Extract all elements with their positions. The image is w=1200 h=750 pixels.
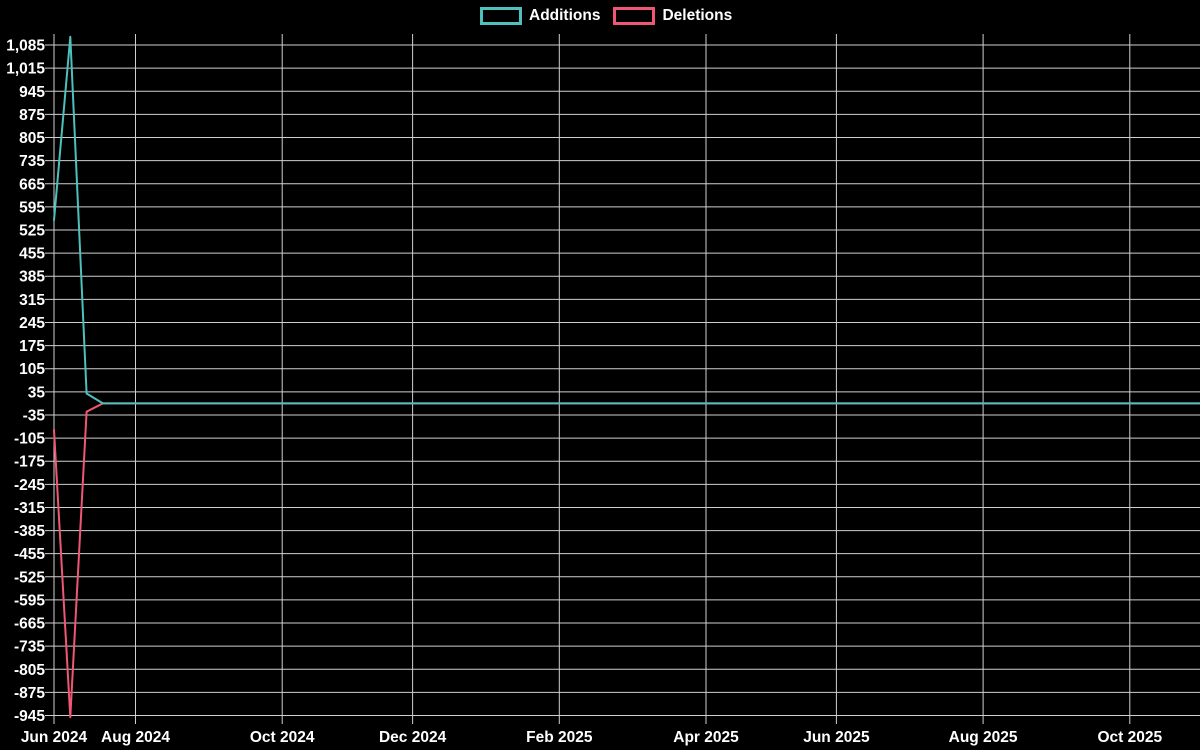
additions-line: [53, 35, 1200, 405]
y-axis-tick-label: 455: [19, 246, 45, 263]
y-axis-tick-label: -315: [14, 500, 45, 517]
legend-label-additions: Additions: [529, 7, 601, 24]
deletions-swatch-icon: [613, 7, 656, 25]
y-axis-tick-label: 385: [19, 269, 45, 286]
y-axis-tick-label: 805: [19, 130, 45, 147]
y-axis-tick-label: -595: [14, 592, 45, 609]
y-axis-tick-label: -175: [14, 454, 45, 471]
y-axis-tick-label: -245: [14, 477, 45, 494]
x-axis-tick-label: Oct 2024: [250, 729, 315, 746]
y-axis-tick-label: -805: [14, 662, 45, 679]
x-axis-tick-label: Oct 2025: [1097, 729, 1162, 746]
x-axis-tick-label: Jun 2025: [803, 729, 870, 746]
legend-item-deletions[interactable]: Deletions: [613, 7, 732, 25]
y-axis-tick-label: -455: [14, 546, 45, 563]
x-axis-tick-label: Dec 2024: [379, 729, 447, 746]
additions-swatch-icon: [480, 7, 522, 25]
y-axis-tick-label: 175: [19, 338, 45, 355]
legend-item-additions[interactable]: Additions: [480, 7, 600, 25]
x-axis-tick-label: Apr 2025: [673, 729, 739, 746]
x-axis-tick-label: Aug 2025: [949, 729, 1018, 746]
x-axis-tick-label: Aug 2024: [101, 729, 170, 746]
y-axis-tick-label: 315: [19, 292, 45, 309]
y-axis-tick-label: 665: [19, 176, 45, 193]
y-axis-tick-label: 1,085: [6, 38, 45, 55]
y-axis-tick-label: -385: [14, 523, 45, 540]
y-axis-tick-label: -945: [14, 708, 45, 725]
y-axis-tick-label: -875: [14, 685, 45, 702]
y-axis-tick-label: -35: [23, 407, 46, 424]
x-axis-tick-label: Feb 2025: [526, 729, 593, 746]
y-axis-tick-label: 595: [19, 199, 45, 216]
y-axis-tick-label: -105: [14, 431, 45, 448]
y-axis-tick-label: 105: [19, 361, 45, 378]
chart-legend: Additions Deletions: [480, 7, 732, 25]
y-axis-tick-label: -525: [14, 569, 45, 586]
y-axis-tick-label: 1,015: [6, 61, 45, 78]
x-axis-tick-label: Jun 2024: [21, 729, 88, 746]
y-axis-tick-label: 245: [19, 315, 45, 332]
y-axis-tick-label: 735: [19, 153, 45, 170]
y-axis-tick-label: -735: [14, 639, 45, 656]
y-axis-tick-label: 875: [19, 107, 45, 124]
y-axis-tick-label: -665: [14, 616, 45, 633]
y-axis-tick-label: 525: [19, 222, 45, 239]
y-axis-tick-label: 35: [28, 384, 46, 401]
y-axis-tick-label: 945: [19, 84, 45, 101]
deletions-line: [53, 402, 1200, 719]
legend-label-deletions: Deletions: [662, 7, 733, 24]
